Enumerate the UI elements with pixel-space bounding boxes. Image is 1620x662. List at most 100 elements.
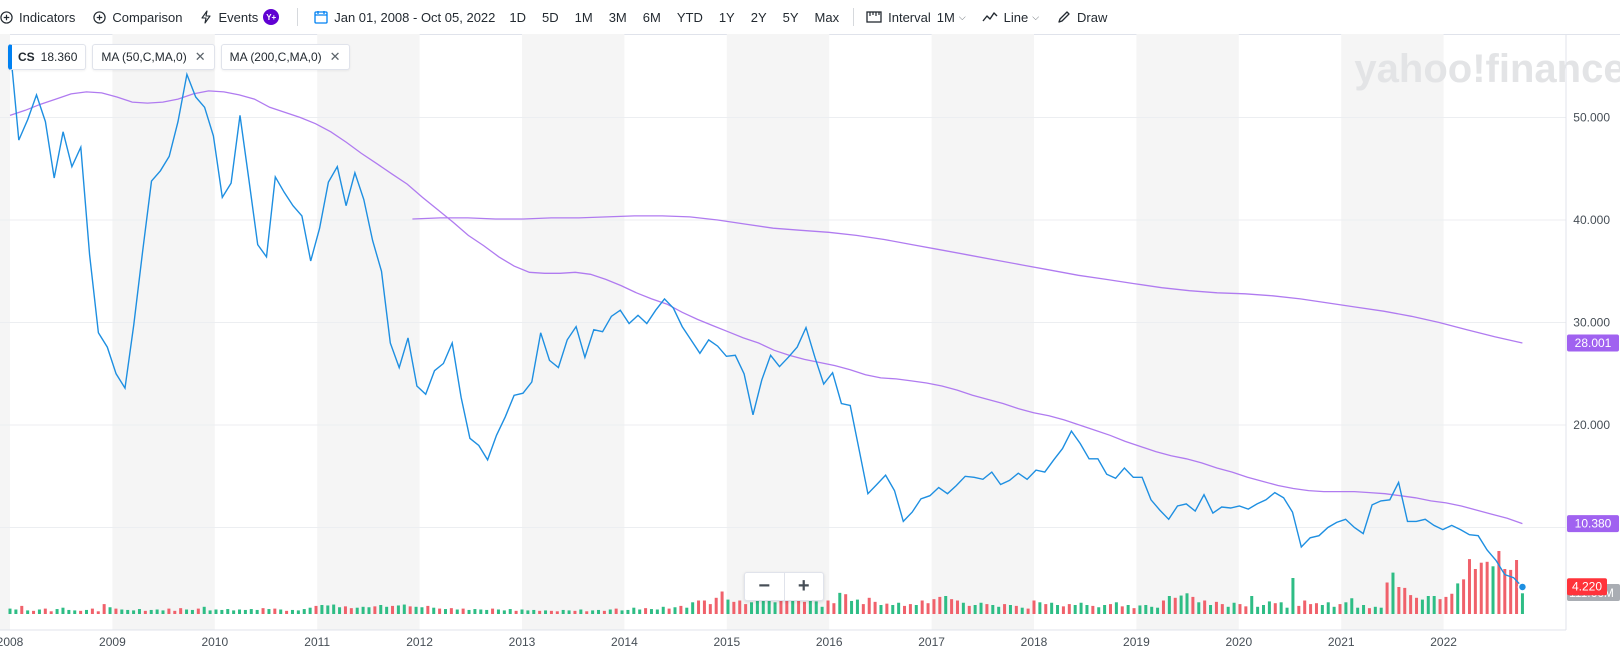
timeframe-5y[interactable]: 5Y — [782, 9, 799, 25]
volume-bar — [1161, 600, 1165, 614]
timeframe-2y[interactable]: 2Y — [750, 9, 767, 25]
volume-bar — [826, 600, 830, 614]
date-range-button[interactable]: Jan 01, 2008 - Oct 05, 2022 — [314, 0, 495, 34]
volume-bar — [802, 601, 806, 614]
interval-button[interactable]: Interval 1M ⌵ — [866, 0, 966, 34]
volume-bar — [926, 603, 930, 614]
volume-bar — [597, 609, 601, 614]
volume-bar — [1185, 593, 1189, 614]
ma50-value: 10.380 — [1575, 517, 1612, 531]
symbol-chip[interactable]: CS 18.360 — [8, 44, 87, 70]
volume-bar — [355, 607, 359, 614]
volume-bar — [296, 610, 300, 614]
volume-bar — [302, 609, 306, 614]
volume-bar — [1491, 566, 1495, 614]
timeframe-5d[interactable]: 5D — [542, 9, 559, 25]
zoom-out-button[interactable]: − — [758, 575, 771, 597]
volume-bar — [349, 608, 353, 614]
volume-bar — [702, 600, 706, 614]
volume-bar — [320, 605, 324, 614]
close-icon[interactable]: ✕ — [329, 49, 341, 64]
volume-bar — [1138, 605, 1142, 614]
zoom-in-button[interactable]: + — [783, 573, 824, 600]
volume-bar — [414, 606, 418, 614]
volume-bar — [379, 605, 383, 614]
volume-bar — [1362, 605, 1366, 614]
price-chart[interactable]: yahoo!finance 20.000 30.000 40.000 50.000 2… — [0, 34, 1620, 662]
timeframe-1y[interactable]: 1Y — [718, 9, 735, 25]
timeframe-6m[interactable]: 6M — [642, 9, 661, 25]
x-tick-label: 2017 — [918, 635, 945, 649]
volume-bar — [1173, 597, 1177, 614]
timeframe-max[interactable]: Max — [814, 9, 840, 25]
volume-bar — [179, 608, 183, 614]
ma50-chip[interactable]: MA (50,C,MA,0) ✕ — [92, 44, 215, 70]
volume-bar — [1144, 605, 1148, 614]
volume-bar — [385, 606, 389, 614]
volume-bar — [879, 605, 883, 614]
volume-bar — [232, 610, 236, 614]
volume-bar — [1262, 605, 1266, 614]
timeframe-1d[interactable]: 1D — [509, 9, 527, 25]
volume-bar — [791, 600, 795, 614]
volume-bar — [873, 601, 877, 614]
volume-bar — [1250, 596, 1254, 614]
y-tick-label: 50.000 — [1573, 111, 1610, 125]
chart-type-button[interactable]: Line ⌵ — [982, 0, 1039, 34]
timeframe-3m[interactable]: 3M — [608, 9, 627, 25]
draw-label: Draw — [1077, 9, 1108, 25]
volume-bar — [161, 610, 165, 614]
volume-bar — [1291, 578, 1295, 614]
volume-bar — [343, 606, 347, 614]
volume-bar — [43, 608, 47, 614]
events-button[interactable]: Events Y+ — [200, 0, 280, 34]
volume-bar — [1438, 599, 1442, 614]
timeframe-1m[interactable]: 1M — [574, 9, 593, 25]
symbol-price: 18.360 — [40, 50, 78, 64]
volume-bar — [844, 594, 848, 614]
volume-bar — [555, 611, 559, 614]
volume-bar — [290, 609, 294, 614]
volume-bar — [420, 607, 424, 614]
volume-bar — [1385, 582, 1389, 614]
x-tick-label: 2016 — [816, 635, 843, 649]
volume-bar — [1309, 604, 1313, 614]
indicators-button[interactable]: Indicators — [0, 0, 75, 34]
volume-bar — [744, 604, 748, 614]
volume-bar — [1485, 561, 1489, 614]
x-tick-label: 2021 — [1328, 635, 1355, 649]
volume-bar — [814, 601, 818, 614]
volume-bar — [697, 600, 701, 614]
timeframe-ytd[interactable]: YTD — [676, 9, 703, 25]
volume-bar — [1279, 602, 1283, 614]
draw-button[interactable]: Draw — [1057, 0, 1107, 34]
volume-bar — [567, 610, 571, 614]
volume-bar — [1462, 579, 1466, 614]
volume-bar — [1338, 604, 1342, 614]
comparison-button[interactable]: Comparison — [93, 0, 182, 34]
volume-bar — [549, 610, 553, 614]
x-tick-label: 2014 — [611, 635, 638, 649]
volume-bar — [449, 608, 453, 614]
volume-bar — [49, 611, 53, 614]
interval-value: 1M — [936, 9, 955, 25]
volume-bar — [885, 603, 889, 614]
volume-bar — [432, 607, 436, 614]
volume-bar — [85, 609, 89, 614]
volume-bar — [126, 609, 130, 614]
x-tick-label: 2020 — [1225, 635, 1252, 649]
close-icon[interactable]: ✕ — [194, 49, 206, 64]
volume-bar — [1391, 572, 1395, 614]
volume-bar — [514, 610, 518, 614]
volume-bar — [561, 609, 565, 614]
volume-bar — [832, 603, 836, 614]
volume-bar — [855, 599, 859, 614]
ruler-icon — [866, 10, 882, 24]
ma200-chip[interactable]: MA (200,C,MA,0) ✕ — [220, 44, 350, 70]
volume-bar — [602, 610, 606, 614]
volume-bar — [426, 605, 430, 614]
volume-bar — [496, 609, 500, 614]
date-range-label: Jan 01, 2008 - Oct 05, 2022 — [334, 9, 496, 25]
volume-bar — [1344, 602, 1348, 614]
volume-bar — [67, 609, 71, 614]
